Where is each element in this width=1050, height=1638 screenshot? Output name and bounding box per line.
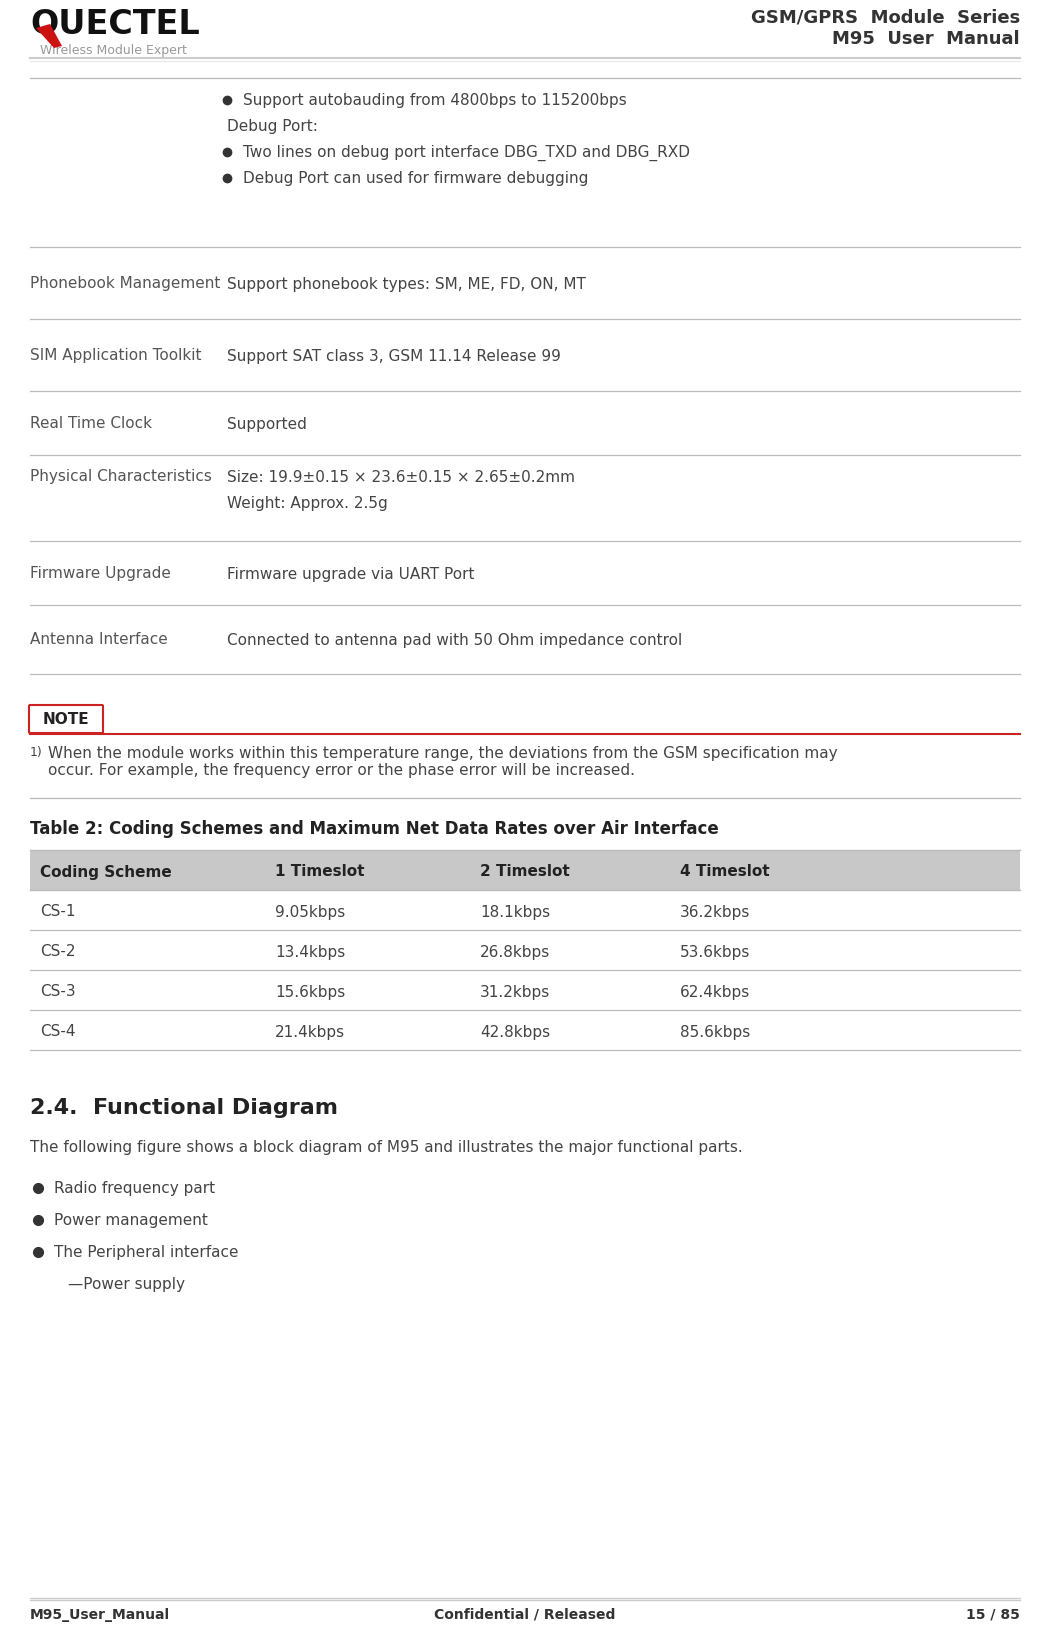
Text: Two lines on debug port interface DBG_TXD and DBG_RXD: Two lines on debug port interface DBG_TX…	[243, 146, 690, 161]
Text: 9.05kbps: 9.05kbps	[275, 904, 345, 919]
Text: 4 Timeslot: 4 Timeslot	[680, 865, 770, 880]
Text: Confidential / Released: Confidential / Released	[435, 1609, 615, 1622]
Text: Support phonebook types: SM, ME, FD, ON, MT: Support phonebook types: SM, ME, FD, ON,…	[227, 277, 586, 292]
Text: —Power supply: —Power supply	[68, 1278, 185, 1292]
Text: Antenna Interface: Antenna Interface	[30, 632, 168, 647]
Text: Physical Characteristics: Physical Characteristics	[30, 468, 212, 483]
Text: Support SAT class 3, GSM 11.14 Release 99: Support SAT class 3, GSM 11.14 Release 9…	[227, 349, 561, 364]
Text: GSM/GPRS  Module  Series: GSM/GPRS Module Series	[751, 8, 1020, 26]
Text: 15.6kbps: 15.6kbps	[275, 984, 345, 999]
Text: 1): 1)	[30, 745, 43, 758]
Text: NOTE: NOTE	[43, 713, 89, 727]
Text: Firmware Upgrade: Firmware Upgrade	[30, 567, 171, 581]
Text: Real Time Clock: Real Time Clock	[30, 416, 152, 431]
Text: 2.4.  Functional Diagram: 2.4. Functional Diagram	[30, 1097, 338, 1119]
Text: QUECTEL: QUECTEL	[30, 8, 200, 41]
Text: 53.6kbps: 53.6kbps	[680, 945, 751, 960]
Text: 85.6kbps: 85.6kbps	[680, 1024, 751, 1040]
Polygon shape	[36, 25, 62, 48]
Text: Size: 19.9±0.15 × 23.6±0.15 × 2.65±0.2mm: Size: 19.9±0.15 × 23.6±0.15 × 2.65±0.2mm	[227, 470, 575, 485]
Text: 36.2kbps: 36.2kbps	[680, 904, 751, 919]
Text: SIM Application Toolkit: SIM Application Toolkit	[30, 347, 202, 364]
Text: Support autobauding from 4800bps to 115200bps: Support autobauding from 4800bps to 1152…	[243, 93, 627, 108]
Text: 31.2kbps: 31.2kbps	[480, 984, 550, 999]
Text: Connected to antenna pad with 50 Ohm impedance control: Connected to antenna pad with 50 Ohm imp…	[227, 634, 682, 649]
Text: 18.1kbps: 18.1kbps	[480, 904, 550, 919]
FancyBboxPatch shape	[29, 704, 103, 732]
Text: 62.4kbps: 62.4kbps	[680, 984, 751, 999]
Text: 13.4kbps: 13.4kbps	[275, 945, 345, 960]
Text: 42.8kbps: 42.8kbps	[480, 1024, 550, 1040]
Text: Weight: Approx. 2.5g: Weight: Approx. 2.5g	[227, 496, 387, 511]
Text: Debug Port:: Debug Port:	[227, 120, 318, 134]
Text: CS-4: CS-4	[40, 1024, 76, 1040]
Text: Supported: Supported	[227, 418, 307, 432]
Text: The Peripheral interface: The Peripheral interface	[54, 1245, 238, 1260]
Text: M95_User_Manual: M95_User_Manual	[30, 1609, 170, 1622]
Text: 26.8kbps: 26.8kbps	[480, 945, 550, 960]
Text: Firmware upgrade via UART Port: Firmware upgrade via UART Port	[227, 567, 475, 581]
Text: CS-3: CS-3	[40, 984, 76, 999]
Text: Radio frequency part: Radio frequency part	[54, 1181, 215, 1196]
Text: Power management: Power management	[54, 1214, 208, 1228]
Text: 15 / 85: 15 / 85	[966, 1609, 1020, 1622]
Text: 2 Timeslot: 2 Timeslot	[480, 865, 570, 880]
Text: 1 Timeslot: 1 Timeslot	[275, 865, 364, 880]
Text: Table 2: Coding Schemes and Maximum Net Data Rates over Air Interface: Table 2: Coding Schemes and Maximum Net …	[30, 821, 719, 839]
Text: CS-1: CS-1	[40, 904, 76, 919]
Text: Debug Port can used for firmware debugging: Debug Port can used for firmware debuggi…	[243, 170, 588, 187]
Text: Wireless Module Expert: Wireless Module Expert	[40, 44, 187, 57]
Bar	[30, 850, 1020, 889]
Text: Phonebook Management: Phonebook Management	[30, 275, 220, 292]
Text: The following figure shows a block diagram of M95 and illustrates the major func: The following figure shows a block diagr…	[30, 1140, 742, 1155]
Text: 21.4kbps: 21.4kbps	[275, 1024, 345, 1040]
Text: Coding Scheme: Coding Scheme	[40, 865, 172, 880]
Text: When the module works within this temperature range, the deviations from the GSM: When the module works within this temper…	[48, 745, 838, 778]
Text: M95  User  Manual: M95 User Manual	[833, 29, 1020, 48]
Text: CS-2: CS-2	[40, 945, 76, 960]
